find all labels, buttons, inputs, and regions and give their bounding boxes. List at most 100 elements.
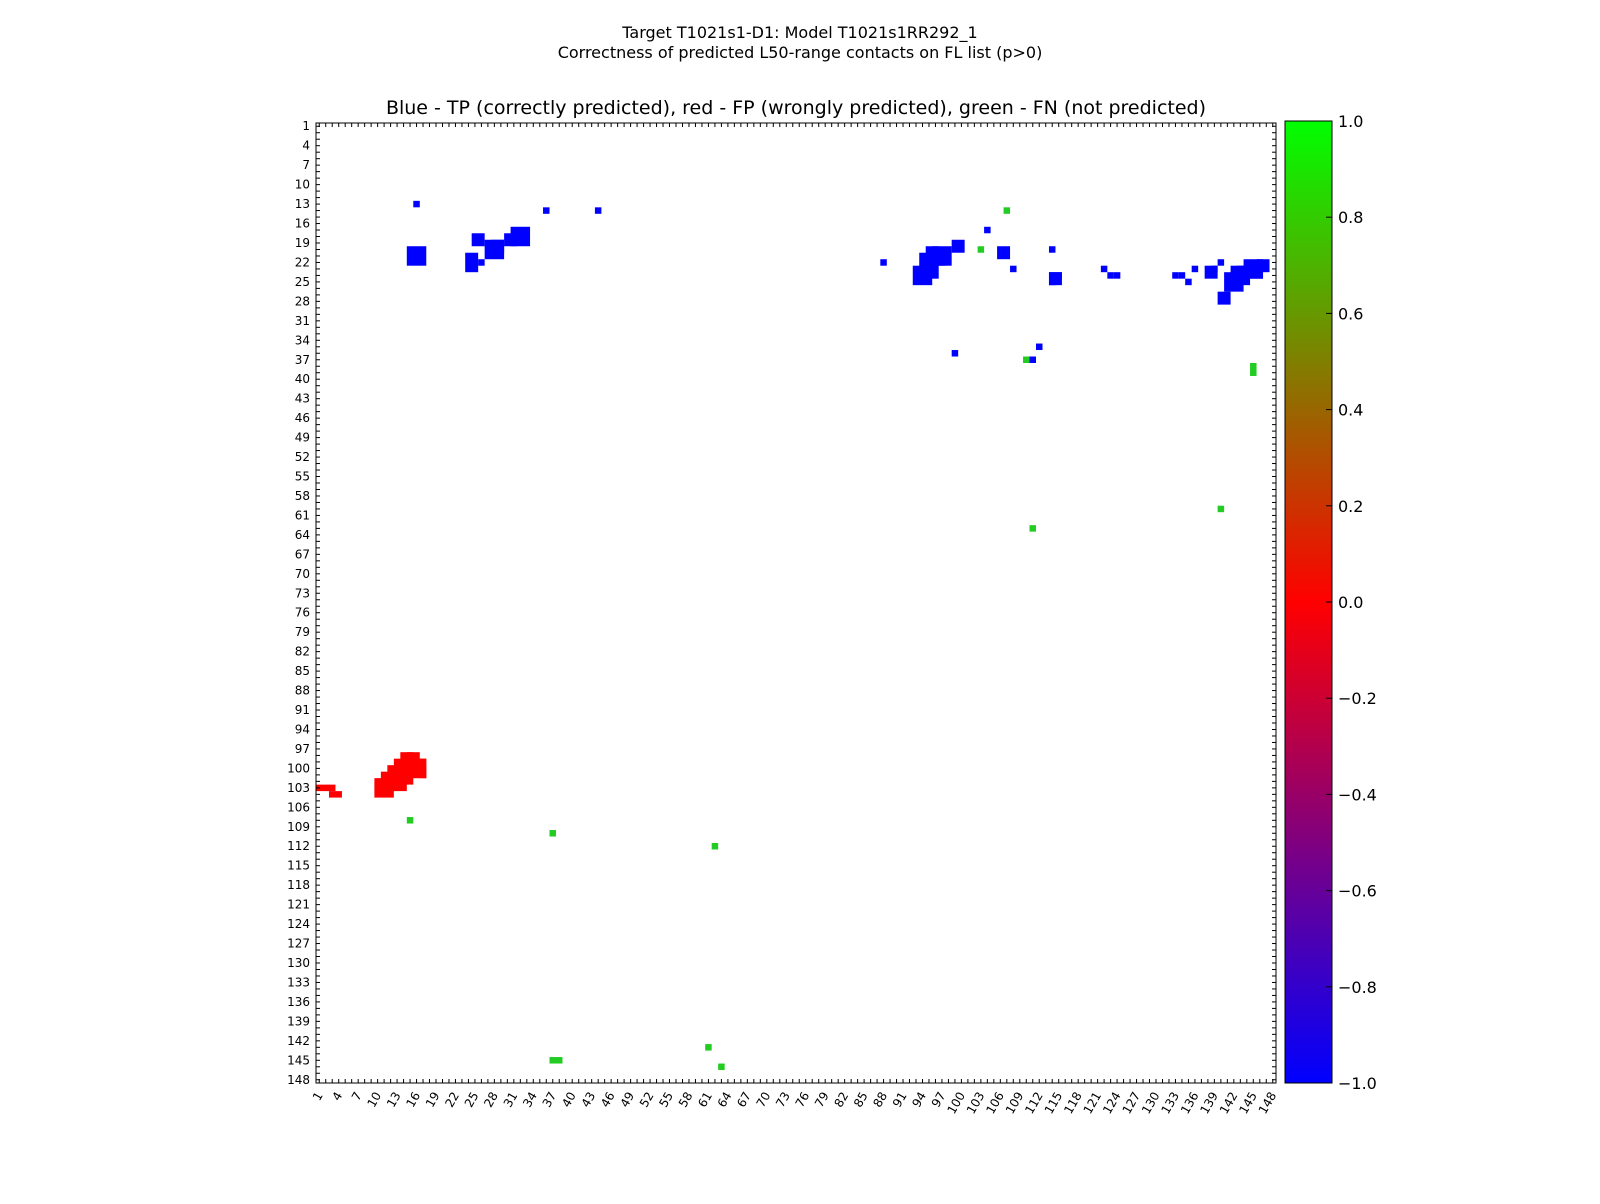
x-tick-label: 49 [617,1090,637,1110]
x-tick-label: 142 [1217,1090,1241,1117]
y-tick-label: 40 [295,372,310,386]
colorbar-tick-label: 1.0 [1338,112,1363,131]
tp-contact-cell [880,259,887,266]
y-tick-label: 118 [287,878,310,892]
x-tick-label: 28 [481,1090,501,1110]
y-tick-label: 73 [295,586,310,600]
x-tick-label: 94 [909,1090,929,1110]
tp-contact-cell [1055,272,1062,279]
y-tick-label: 52 [295,450,310,464]
x-tick-label: 127 [1120,1090,1144,1117]
x-tick-label: 25 [462,1090,482,1110]
tp-contact-cell [1172,272,1179,279]
y-tick-label: 124 [287,917,310,931]
x-tick-label: 103 [964,1090,988,1117]
x-tick-label: 1 [310,1090,326,1104]
y-tick-label: 106 [287,800,310,814]
y-tick-label: 85 [295,664,310,678]
x-tick-label: 16 [403,1090,423,1110]
y-tick-label: 64 [295,528,310,542]
x-tick-label: 124 [1100,1090,1124,1117]
y-tick-label: 58 [295,489,310,503]
y-tick-label: 127 [287,937,310,951]
x-tick-label: 82 [831,1090,851,1110]
y-tick-label: 94 [295,722,310,736]
tp-contact-cell [951,239,965,253]
y-tick-label: 121 [287,898,310,912]
y-tick-label: 31 [295,314,310,328]
tp-contact-cell [1211,265,1218,273]
x-tick-label: 118 [1061,1090,1085,1117]
x-tick-label: 76 [793,1090,813,1110]
y-tick-label: 100 [287,761,310,775]
tp-contact-cell [413,200,420,208]
fn-contact-cell [1023,356,1030,363]
tp-contact-cell [1178,272,1186,279]
fp-contact-cell [316,784,336,792]
colorbar-tick-label: −0.6 [1338,882,1377,901]
fn-contact-cell [406,817,414,824]
colorbar-tick-label: 0.8 [1338,208,1363,227]
y-tick-label: 109 [287,820,310,834]
x-tick-label: 52 [637,1090,657,1110]
x-tick-label: 85 [851,1090,871,1110]
tp-contact-cell [543,207,550,214]
tp-contact-cell [1048,278,1056,286]
tp-contact-cell [1217,259,1225,266]
y-tick-label: 91 [295,703,310,717]
x-tick-label: 139 [1197,1090,1221,1117]
tp-contact-cell [510,226,531,247]
x-tick-label: 7 [349,1090,365,1104]
y-tick-label: 70 [295,567,310,581]
y-tick-label: 28 [295,294,310,308]
x-tick-label: 31 [501,1090,521,1110]
colorbar-tick-label: 0.4 [1338,401,1363,420]
x-tick-label: 58 [676,1090,696,1110]
x-tick-label: 91 [890,1090,910,1110]
x-tick-label: 43 [579,1090,599,1110]
y-tick-label: 4 [302,139,310,153]
x-tick-label: 4 [329,1090,345,1104]
suptitle-line2: Correctness of predicted L50-range conta… [558,43,1043,62]
y-tick-label: 76 [295,606,310,620]
x-tick-label: 148 [1256,1090,1280,1117]
tp-contact-cell [938,259,946,266]
y-tick-label: 10 [295,178,310,192]
y-tick-label: 49 [295,431,310,445]
fn-contact-cell [718,1063,725,1071]
tp-contact-cell [594,207,602,214]
tp-contact-cell [984,226,991,234]
y-tick-label: 55 [295,470,310,484]
x-tick-label: 64 [715,1090,735,1110]
fn-contact-cell [549,1057,563,1064]
tp-contact-cell [1113,272,1121,279]
x-tick-label: 34 [520,1090,540,1110]
tp-contact-cell [1191,265,1199,273]
fn-contact-cell [705,1044,712,1051]
x-tick-label: 97 [929,1090,949,1110]
y-tick-label: 25 [295,275,310,289]
y-tick-label: 133 [287,975,310,989]
y-tick-label: 79 [295,625,310,639]
x-tick-label: 40 [559,1090,579,1110]
x-tick-label: 10 [364,1090,384,1110]
fn-contact-cell [1003,207,1011,214]
x-tick-label: 121 [1081,1090,1105,1117]
fp-contact-cell [419,771,427,779]
x-tick-label: 130 [1139,1090,1163,1117]
tp-contact-cell [1048,246,1056,253]
tp-contact-cell [932,246,952,266]
fn-contact-cell [977,246,985,253]
y-tick-label: 115 [287,859,310,873]
tp-contact-cell [406,246,427,266]
fn-contact-cell [711,843,719,850]
plot-background [316,123,1276,1083]
tp-contact-cell [491,239,505,253]
x-tick-label: 37 [540,1090,560,1110]
x-tick-label: 79 [812,1090,832,1110]
y-tick-label: 97 [295,742,310,756]
y-tick-label: 19 [295,236,310,250]
y-tick-label: 136 [287,995,310,1009]
colorbar-tick-label: 0.2 [1338,497,1363,516]
